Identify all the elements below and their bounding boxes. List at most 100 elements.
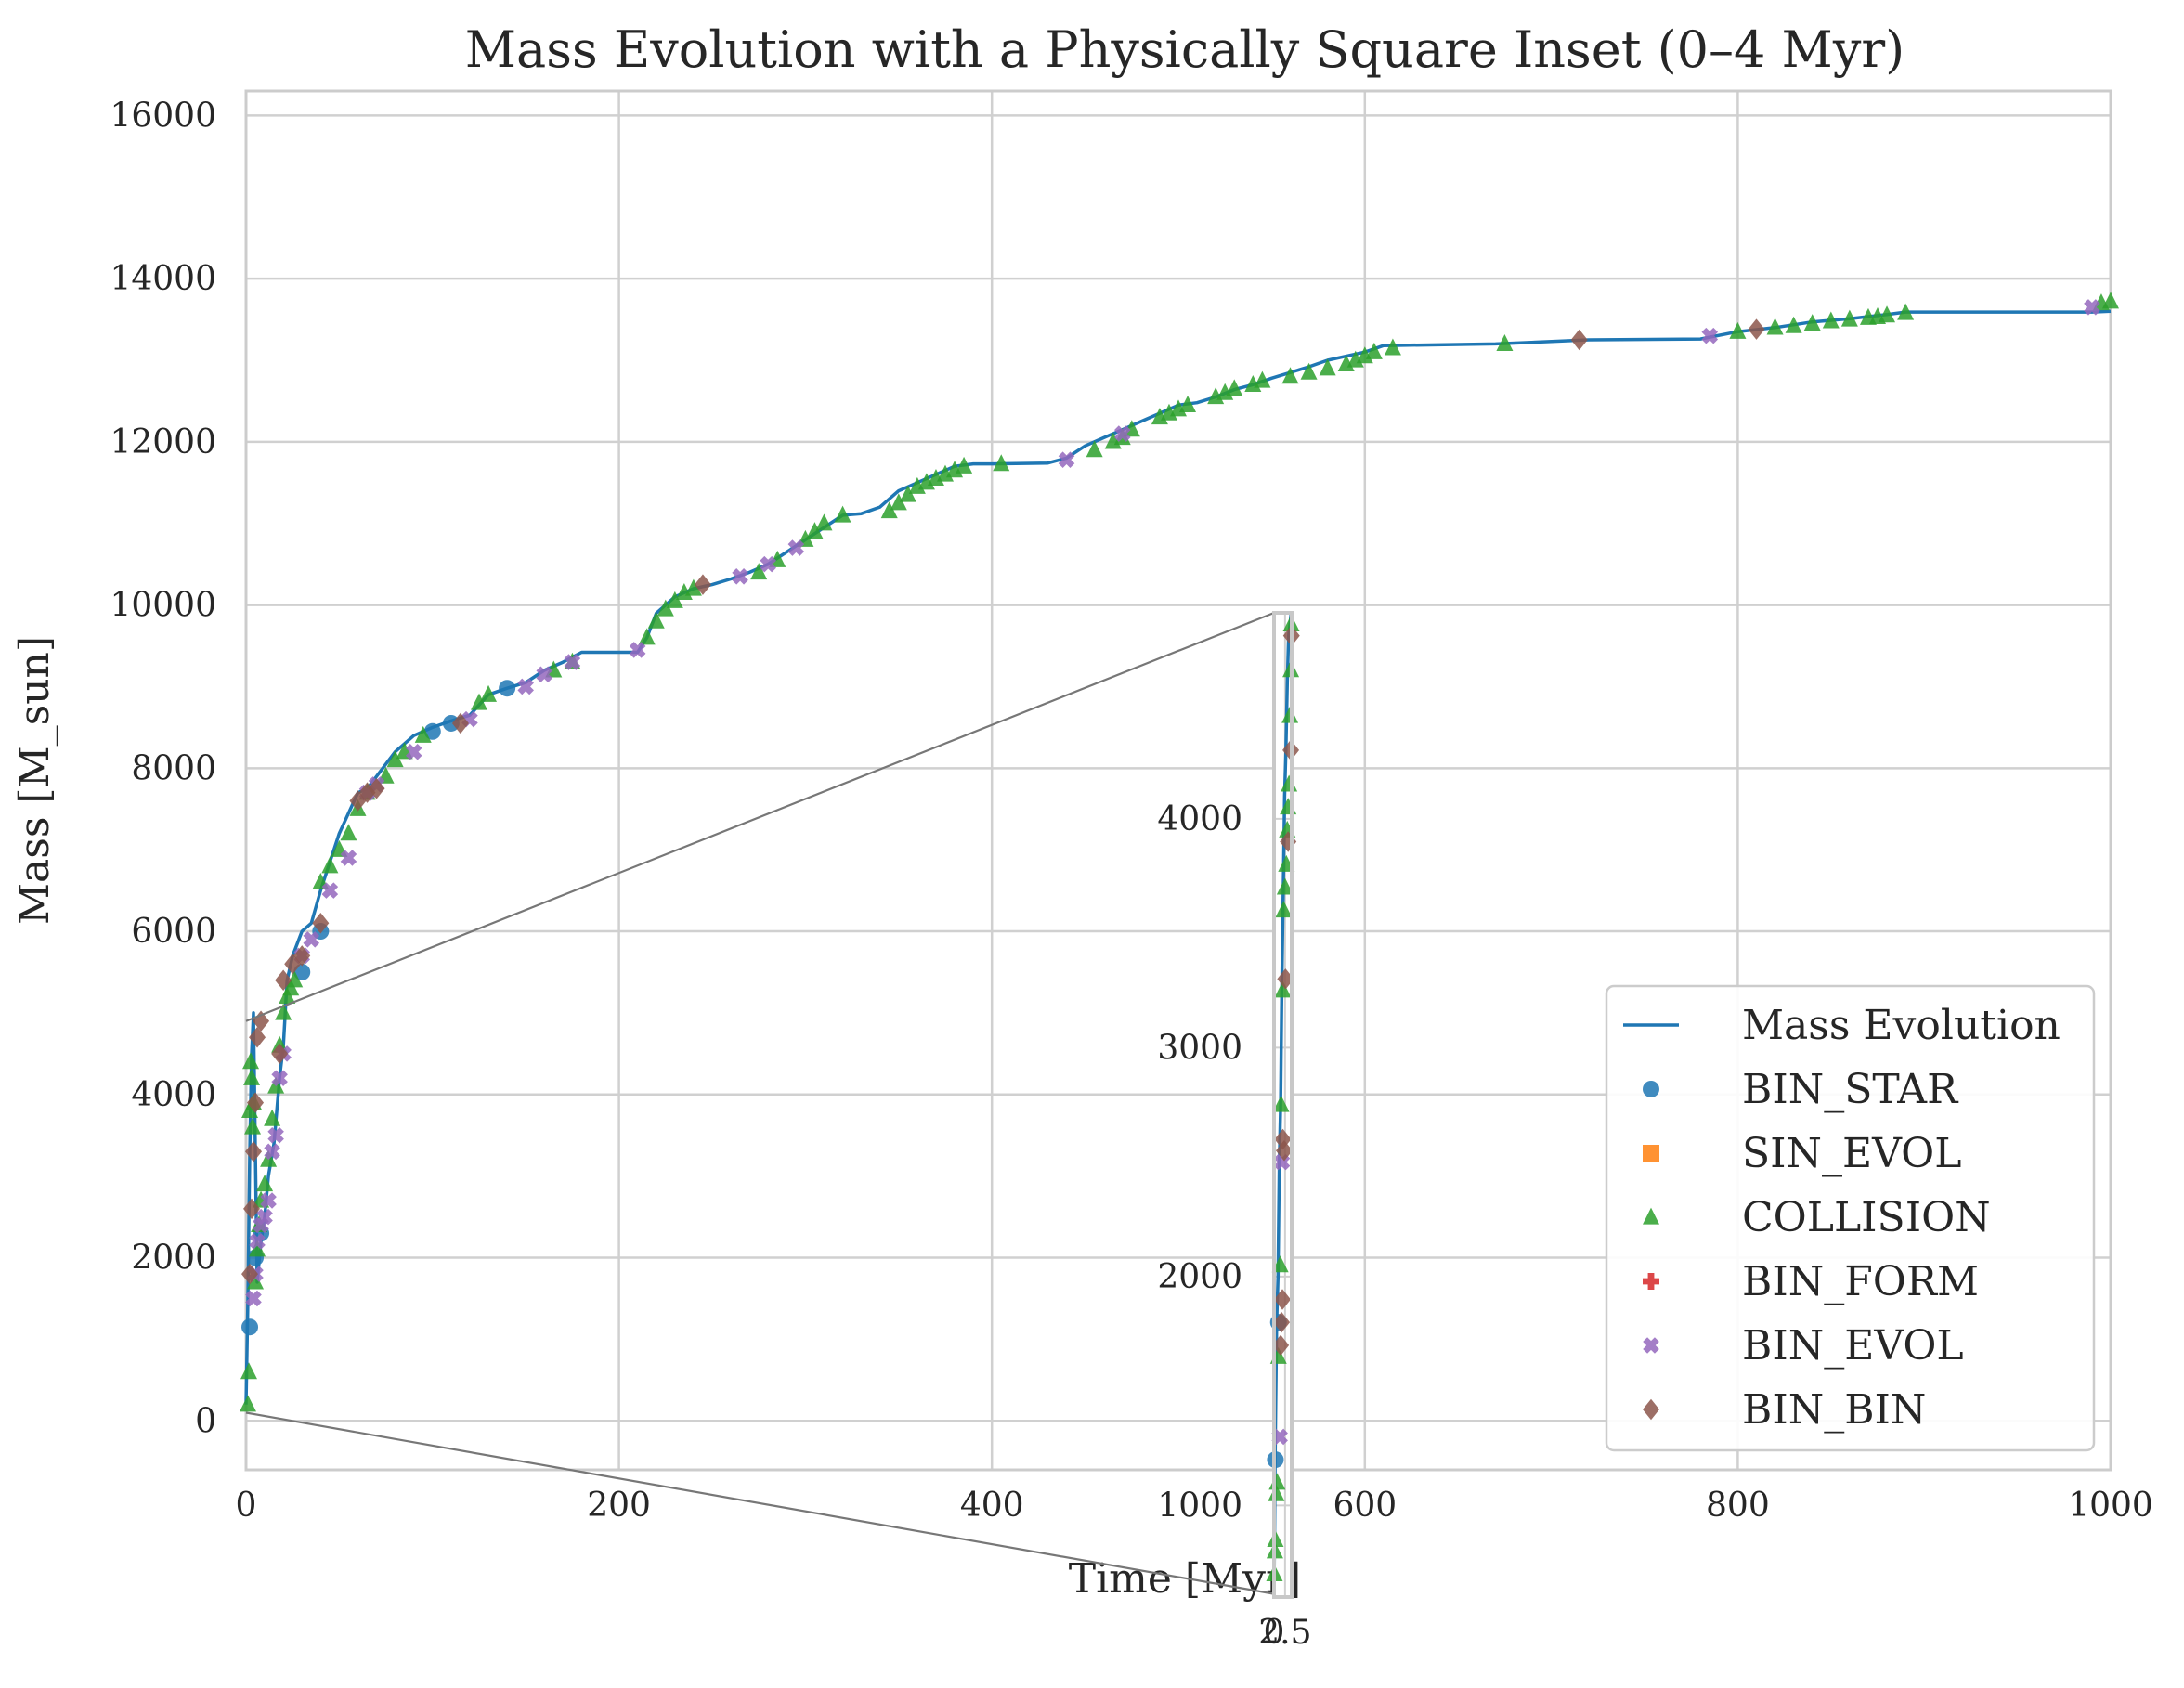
point-collision-55 xyxy=(993,454,1010,472)
legend-entry-bin-star: BIN_STAR xyxy=(1643,1066,1959,1113)
point-collision-47 xyxy=(890,493,907,511)
point-bin-star-0 xyxy=(241,1318,259,1336)
point-collision-89 xyxy=(2102,292,2119,309)
inset-point-bin-bin-2 xyxy=(1274,1289,1292,1310)
point-collision-23 xyxy=(340,824,358,841)
legend-label-collision: COLLISION xyxy=(1742,1194,1991,1241)
point-collision-44 xyxy=(815,513,833,531)
point-collision-45 xyxy=(834,505,852,523)
point-collision-11 xyxy=(256,1175,274,1192)
legend-swatch-collision xyxy=(1643,1207,1659,1225)
point-collision-29 xyxy=(414,725,432,743)
point-bin-bin-16 xyxy=(1570,329,1588,351)
point-collision-48 xyxy=(899,485,916,502)
legend-swatch-bin-evol xyxy=(1643,1337,1659,1354)
point-collision-19 xyxy=(286,970,304,988)
point-bin-star-7 xyxy=(499,680,516,697)
inset-y-tick-label-4000: 4000 xyxy=(1157,800,1242,838)
point-bin-evol-12-shape xyxy=(321,882,339,899)
inset-connector-bottom xyxy=(245,1411,1293,1599)
point-collision-39 xyxy=(684,578,702,596)
point-collision-31 xyxy=(480,684,498,702)
y-tick-label-8000: 8000 xyxy=(131,749,216,787)
inset-y-tick-label-3000: 3000 xyxy=(1157,1029,1242,1067)
point-bin-bin-1 xyxy=(243,1198,261,1220)
inset-y-tick-label-1000: 1000 xyxy=(1157,1487,1242,1525)
point-bin-evol-13-shape xyxy=(340,850,358,866)
point-bin-bin-14 xyxy=(451,712,469,734)
legend-entry-mass-evolution: Mass Evolution xyxy=(1623,1002,2060,1049)
point-bin-evol-4 xyxy=(256,1208,273,1226)
point-collision-5 xyxy=(244,1117,262,1135)
legend-swatch-bin-star xyxy=(1643,1081,1659,1097)
point-collision-34 xyxy=(638,628,656,645)
point-bin-bin-0 xyxy=(241,1263,259,1285)
point-collision-8 xyxy=(249,1240,266,1257)
inset-point-bin-bin-4 xyxy=(1275,1140,1293,1162)
legend-label-sin-evol: SIN_EVOL xyxy=(1742,1130,1961,1177)
x-tick-label-200: 200 xyxy=(587,1487,651,1525)
inset-x-tick-label-0: 0 xyxy=(1264,1614,1285,1652)
point-bin-bin-2 xyxy=(245,1141,263,1162)
point-bin-bin-4 xyxy=(249,1027,266,1048)
inset-point-bin-bin-0 xyxy=(1272,1334,1290,1357)
point-collision-3 xyxy=(242,1052,260,1070)
point-bin-star-6 xyxy=(442,714,460,732)
y-axis-label: Mass [M_sun] xyxy=(11,636,58,925)
x-tick-label-400: 400 xyxy=(960,1487,1024,1525)
legend-swatch-bin-form xyxy=(1643,1273,1659,1290)
point-bin-evol-19-shape xyxy=(536,666,553,683)
x-tick-label-1000: 1000 xyxy=(2068,1487,2153,1525)
point-bin-evol-5-shape xyxy=(260,1192,277,1209)
point-bin-evol-18-shape xyxy=(517,678,534,695)
point-bin-evol-28 xyxy=(2084,299,2100,316)
point-bin-evol-5 xyxy=(260,1192,277,1209)
main-plot-frame xyxy=(244,89,2112,1472)
inset-point-collision-10 xyxy=(1276,877,1294,895)
point-collision-27 xyxy=(386,750,404,768)
point-bin-evol-25-shape xyxy=(1058,451,1075,468)
main-plot-border xyxy=(244,89,2112,1472)
point-bin-evol-8 xyxy=(271,1070,288,1087)
legend-label-mass-evolution: Mass Evolution xyxy=(1742,1002,2060,1049)
point-bin-bin-6 xyxy=(271,1043,289,1065)
point-bin-evol-27 xyxy=(1701,327,1719,344)
point-collision-43 xyxy=(806,522,824,539)
inset-point-collision-7 xyxy=(1272,1095,1290,1112)
inset-connector-top xyxy=(245,611,1275,1022)
point-bin-evol-23 xyxy=(760,555,777,573)
inset-x-tick-label-1: 2.5 xyxy=(1258,1614,1311,1652)
inset-point-bin-bin-5 xyxy=(1277,968,1294,990)
point-collision-36 xyxy=(656,599,674,617)
point-bin-bin-13 xyxy=(368,778,385,799)
point-collision-87 xyxy=(1897,303,1915,320)
point-collision-37 xyxy=(666,591,683,608)
inset-border xyxy=(1272,611,1294,1599)
point-collision-7 xyxy=(247,1272,265,1290)
y-tick-label-6000: 6000 xyxy=(131,913,216,951)
main-tick-labels: 0 200 400 600 800 100002000400060008000100001… xyxy=(110,97,2152,1525)
point-collision-21 xyxy=(321,856,339,874)
point-collision-68 xyxy=(1254,370,1271,388)
y-tick-label-10000: 10000 xyxy=(110,587,216,625)
point-collision-16 xyxy=(275,1003,292,1020)
point-bin-evol-25 xyxy=(1058,451,1075,468)
point-bin-evol-6 xyxy=(264,1143,280,1161)
point-bin-evol-24 xyxy=(787,539,805,556)
inset-axes: 1000 2000 3000 4000 02.5 xyxy=(1157,611,1312,1652)
point-bin-bin-17 xyxy=(1748,318,1765,340)
point-bin-evol-21-shape xyxy=(629,642,646,658)
x-tick-label-0: 0 xyxy=(236,1487,257,1525)
point-bin-evol-11-shape xyxy=(303,931,320,948)
legend-entry-bin-form: BIN_FORM xyxy=(1643,1258,1979,1305)
main-line-layer xyxy=(244,309,2112,1405)
point-collision-35 xyxy=(647,611,665,629)
point-collision-77 xyxy=(1496,334,1514,352)
point-bin-evol-6-shape xyxy=(264,1143,280,1161)
point-bin-bin-10 xyxy=(312,913,330,934)
legend-entry-sin-evol: SIN_EVOL xyxy=(1643,1130,1961,1177)
point-bin-evol-0 xyxy=(245,1290,262,1307)
inset-point-bin-bin-1 xyxy=(1273,1311,1291,1333)
main-grid xyxy=(244,91,2112,1470)
